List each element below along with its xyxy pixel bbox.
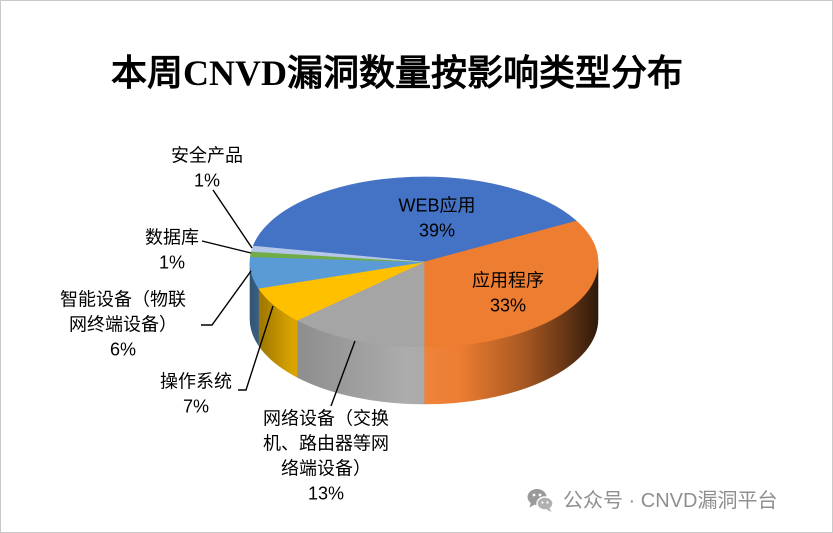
data-label-line: 数据库 — [145, 228, 199, 248]
data-label-category: WEB应用 — [398, 196, 475, 216]
pie-slice — [251, 245, 425, 263]
data-label-percent: 7% — [183, 397, 209, 417]
data-label-category: 应用程序 — [472, 271, 544, 291]
pie-chart — [249, 176, 599, 405]
data-label-line: 机、路由器等网 — [263, 434, 389, 454]
data-label-line: 络端设备） — [281, 459, 371, 479]
data-label-line: 网络设备（交换 — [263, 409, 389, 429]
data-label-line: 智能设备（物联 — [60, 290, 186, 310]
data-label-line: 网终端设备） — [69, 315, 177, 335]
data-label-percent: 1% — [159, 253, 185, 273]
data-label-percent: 6% — [110, 340, 136, 360]
leader-line — [201, 270, 252, 326]
leader-line — [238, 305, 274, 391]
leader-line — [212, 189, 253, 249]
data-label-category: 智能设备（物联网终端设备） — [60, 290, 186, 335]
data-label-line: WEB应用 — [398, 196, 475, 216]
pie-top — [249, 176, 599, 348]
data-label-percent: 39% — [419, 221, 455, 241]
data-label-category: 安全产品 — [171, 146, 243, 166]
data-label-line: 操作系统 — [160, 372, 232, 392]
leader-line — [201, 240, 252, 254]
data-labels: WEB应用 39% 应用程序 33% 网络设备（交换机、路由器等网络端设备） 13% 操作系… — [60, 146, 544, 504]
data-label-category: 网络设备（交换机、路由器等网络端设备） — [263, 409, 389, 479]
pie-slice — [296, 261, 425, 348]
pie-slice — [423, 220, 599, 348]
data-label-line: 安全产品 — [171, 146, 243, 166]
watermark-text: 公众号 · CNVD漏洞平台 — [563, 489, 777, 512]
data-label-percent: 33% — [490, 296, 526, 316]
data-label-category: 操作系统 — [160, 372, 232, 392]
pie-slice — [252, 176, 577, 263]
data-label-percent: 13% — [308, 484, 344, 504]
leader-line — [330, 340, 356, 407]
watermark: 公众号 · CNVD漏洞平台 — [527, 488, 778, 513]
chart-title: 本周CNVD漏洞数量按影响类型分布 — [111, 53, 683, 93]
data-label-category: 数据库 — [145, 228, 199, 248]
data-label-line: 应用程序 — [472, 271, 544, 291]
data-label-percent: 1% — [194, 171, 220, 191]
wechat-icon — [527, 489, 554, 512]
